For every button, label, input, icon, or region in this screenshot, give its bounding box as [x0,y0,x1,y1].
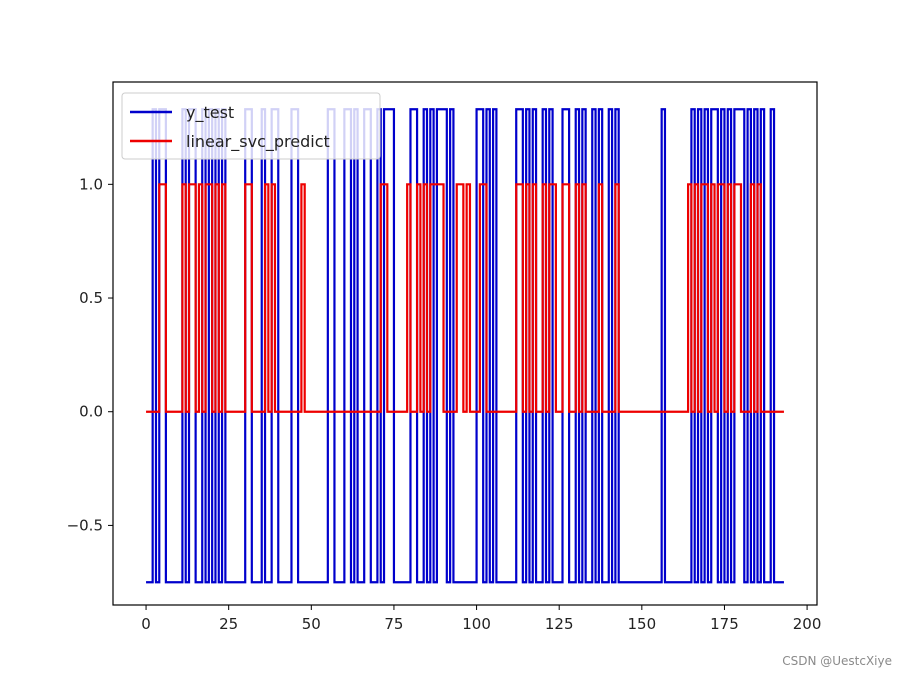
axes-layer: 0 25 50 75 100 125 150 175 200 −0.5 0.0 0.5 1.0 [67,81,822,633]
legend: y_test linear_svc_predict [121,92,381,160]
watermark: CSDN @UestcXiye [782,654,892,668]
y-tick-label: 0.0 [79,403,103,421]
legend-box [121,92,381,160]
x-tick-label: 50 [302,615,321,633]
plot-area [113,82,817,605]
series-line-linear-svc-predict [146,183,784,413]
series-layer [146,108,784,584]
x-tick-label: 75 [384,615,403,633]
y-tick-label: 0.5 [79,289,103,307]
y-tick-label: 1.0 [79,175,103,193]
axes-frame [112,81,818,606]
x-tick-label: 150 [628,615,657,633]
legend-label-y-test: y_test [186,103,234,123]
x-tick-label: 0 [141,615,151,633]
x-tick-label: 25 [219,615,238,633]
x-tick-label: 125 [545,615,574,633]
legend-label-linear-svc-predict: linear_svc_predict [186,132,330,152]
x-tick-label: 175 [710,615,739,633]
y-tick-label: −0.5 [67,516,103,534]
x-tick-label: 100 [462,615,491,633]
x-tick-label: 200 [793,615,822,633]
